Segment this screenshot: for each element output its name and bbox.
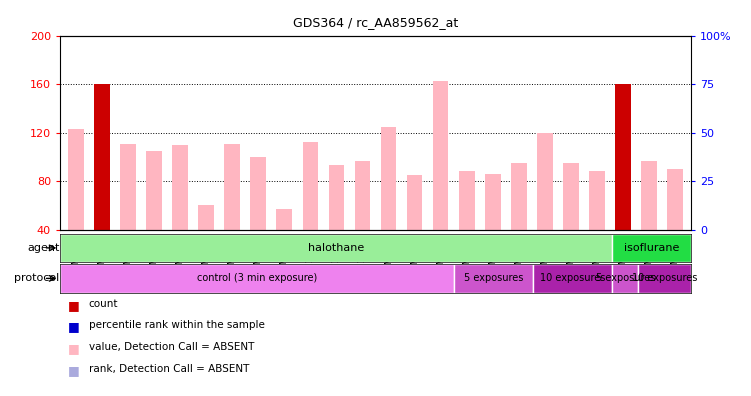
Bar (433, 80, 448, 230)
Text: GDS364 / rc_AA859562_at: GDS364 / rc_AA859562_at (293, 16, 458, 29)
Bar (454, 264, 533, 293)
Text: ■: ■ (68, 299, 80, 312)
Bar (94, 84, 110, 230)
Bar (303, 142, 318, 230)
Bar (612, 264, 638, 293)
Bar (407, 175, 422, 230)
Text: isoflurane: isoflurane (624, 243, 679, 253)
Bar (172, 145, 188, 230)
Bar (563, 163, 579, 230)
Text: percentile rank within the sample: percentile rank within the sample (89, 320, 264, 330)
Text: ■: ■ (68, 320, 80, 333)
Bar (68, 129, 83, 230)
Bar (485, 174, 501, 230)
Text: control (3 min exposure): control (3 min exposure) (197, 273, 318, 284)
Text: count: count (89, 299, 118, 308)
Text: protocol: protocol (14, 273, 59, 284)
Bar (329, 166, 344, 230)
Bar (250, 157, 266, 230)
Bar (511, 163, 526, 230)
Bar (120, 144, 136, 230)
Text: 5 exposures: 5 exposures (464, 273, 523, 284)
Bar (381, 127, 397, 230)
Bar (612, 234, 691, 262)
Bar (668, 169, 683, 230)
Bar (198, 206, 214, 230)
Text: ■: ■ (68, 342, 80, 355)
Bar (590, 171, 605, 230)
Text: halothane: halothane (308, 243, 364, 253)
Text: 10 exposures: 10 exposures (540, 273, 605, 284)
Text: rank, Detection Call = ABSENT: rank, Detection Call = ABSENT (89, 364, 249, 374)
Text: agent: agent (27, 243, 59, 253)
Bar (459, 171, 475, 230)
Bar (615, 84, 631, 230)
Text: 5 exposures: 5 exposures (596, 273, 655, 284)
Bar (60, 264, 454, 293)
Bar (638, 264, 691, 293)
Text: value, Detection Call = ABSENT: value, Detection Call = ABSENT (89, 342, 254, 352)
Text: 10 exposures: 10 exposures (632, 273, 698, 284)
Bar (537, 133, 553, 230)
Bar (354, 160, 370, 230)
Bar (146, 151, 161, 230)
Text: ■: ■ (68, 364, 80, 377)
Bar (276, 209, 292, 230)
Bar (533, 264, 612, 293)
Bar (60, 234, 612, 262)
Bar (225, 144, 240, 230)
Bar (641, 160, 657, 230)
